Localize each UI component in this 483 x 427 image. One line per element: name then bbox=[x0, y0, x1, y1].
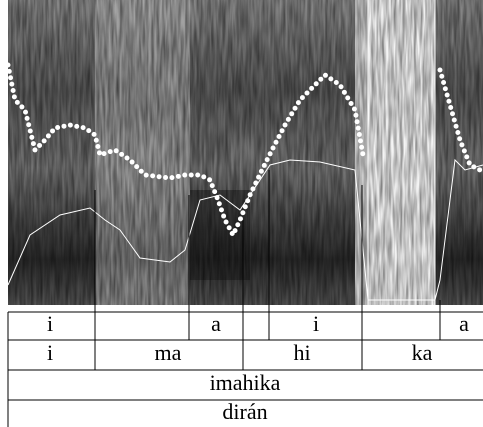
tier-label: ma bbox=[155, 340, 182, 365]
pitch-track bbox=[5, 62, 483, 241]
tier-label: dirán bbox=[222, 399, 267, 424]
tier-label: imahika bbox=[210, 370, 281, 395]
tier-label: ka bbox=[412, 340, 433, 365]
tier-label: a bbox=[211, 311, 221, 336]
tier-label: i bbox=[47, 311, 53, 336]
tier-label: i bbox=[47, 340, 53, 365]
tier-label: i bbox=[313, 311, 319, 336]
intensity-curve bbox=[7, 158, 483, 301]
tier-label: a bbox=[459, 311, 469, 336]
spectrogram bbox=[8, 0, 483, 305]
tier-grid bbox=[7, 311, 483, 427]
tier-label: hi bbox=[293, 340, 310, 365]
